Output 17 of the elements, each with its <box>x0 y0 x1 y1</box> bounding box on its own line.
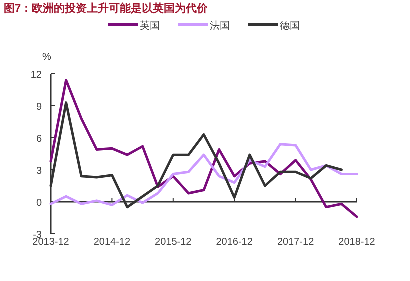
x-tick-label: 2015-12 <box>155 237 192 248</box>
y-axis-title: % <box>42 52 52 63</box>
x-tick-label: 2018-12 <box>338 237 376 248</box>
line-series <box>50 143 358 206</box>
chart-title: 图7：欧洲的投资上升可能是以英国为代价 <box>4 2 210 15</box>
x-tick-label: 2017-12 <box>277 237 315 248</box>
y-tick-label: 6 <box>36 134 42 145</box>
y-tick-label: 0 <box>36 198 42 209</box>
x-tick-label: 2016-12 <box>216 237 254 248</box>
y-tick-label: 3 <box>36 166 42 177</box>
legend-label: 法国 <box>210 20 230 32</box>
legend-label: 英国 <box>140 20 160 32</box>
y-tick-label: 9 <box>36 102 42 113</box>
line-series <box>50 79 358 218</box>
y-tick-label: 12 <box>30 70 42 81</box>
x-tick-label: 2014-12 <box>94 237 131 248</box>
legend-label: 德国 <box>280 21 300 32</box>
